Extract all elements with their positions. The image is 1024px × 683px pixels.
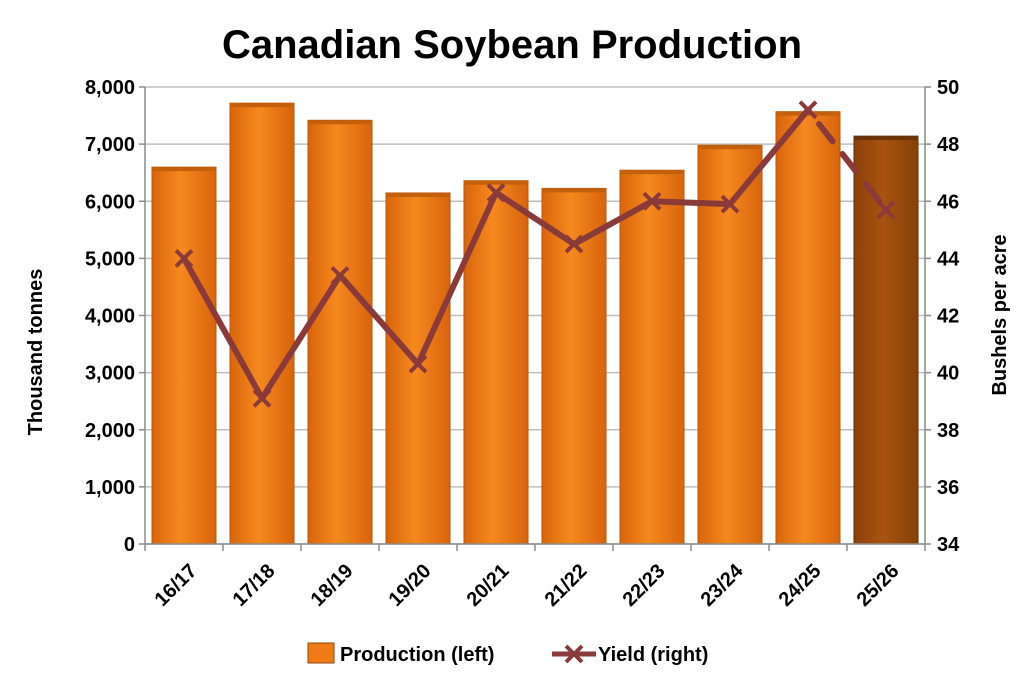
legend-label-yield: Yield (right) (598, 644, 708, 666)
yield-marker (252, 388, 272, 408)
yield-marker (564, 234, 584, 254)
left-axis-label: Thousand tonnes (25, 269, 47, 436)
production-bar-cap (386, 192, 450, 197)
yield-marker (486, 183, 506, 203)
production-bar-cap (230, 103, 294, 108)
production-bar (385, 192, 451, 545)
left-tick-label: 3,000 (85, 363, 135, 385)
right-tick-label: 44 (937, 248, 960, 270)
chart-title: Canadian Soybean Production (222, 23, 802, 67)
right-axis-label: Bushels per acre (989, 234, 1011, 395)
right-tick-label: 46 (937, 191, 959, 213)
left-axis-ticks: 0 1,000 2,000 3,000 4,000 5,000 6,000 7,000 8,00… (85, 77, 145, 556)
production-bar-cap (464, 180, 528, 185)
left-tick-label: 0 (124, 534, 135, 556)
production-bar-cap (542, 188, 606, 193)
right-axis-ticks: 34 36 38 40 42 44 46 48 50 (925, 77, 960, 556)
yield-marker (174, 248, 194, 268)
right-tick-label: 48 (937, 134, 959, 156)
production-bar-cap (620, 170, 684, 175)
production-bar (619, 169, 685, 545)
production-bar-cap (698, 145, 762, 150)
legend-label-production: Production (left) (340, 644, 494, 666)
yield-marker (408, 354, 428, 374)
bars (151, 102, 919, 545)
left-tick-label: 6,000 (85, 191, 135, 213)
production-bar-cap (308, 120, 372, 125)
right-tick-label: 36 (937, 477, 959, 499)
production-bar-cap (854, 136, 918, 141)
right-tick-label: 38 (937, 420, 959, 442)
x-tick-label: 19/20 (385, 560, 436, 611)
x-axis-ticks: 16/17 17/18 18/19 19/20 20/21 21/22 22/23 23/24… (144, 544, 926, 611)
yield-marker (642, 191, 662, 211)
x-tick-label: 20/21 (463, 560, 514, 611)
production-bar (775, 111, 841, 545)
production-bar (229, 102, 295, 545)
left-tick-label: 7,000 (85, 134, 135, 156)
yield-line (174, 100, 896, 408)
legend: Production (left) Yield (right) (307, 642, 708, 666)
x-tick-label: 24/25 (775, 560, 826, 611)
right-tick-label: 42 (937, 306, 959, 328)
yield-line-dashed (805, 106, 889, 213)
x-tick-label: 17/18 (229, 560, 280, 611)
x-tick-label: 18/19 (307, 560, 358, 611)
left-tick-label: 1,000 (85, 477, 135, 499)
production-bar-cap (152, 167, 216, 172)
legend-marker-yield (564, 644, 584, 664)
left-tick-label: 2,000 (85, 420, 135, 442)
left-tick-label: 8,000 (85, 77, 135, 99)
right-tick-label: 40 (937, 363, 959, 385)
yield-marker (330, 266, 350, 285)
x-tick-label: 25/26 (853, 560, 904, 611)
production-bar (151, 166, 217, 545)
x-tick-label: 23/24 (697, 559, 749, 611)
x-tick-label: 22/23 (619, 560, 670, 611)
production-bar (307, 119, 373, 545)
production-bar (853, 135, 919, 545)
right-tick-label: 34 (937, 534, 960, 556)
legend-swatch-production (307, 642, 335, 664)
left-tick-label: 4,000 (85, 306, 135, 328)
yield-marker (720, 194, 740, 214)
x-tick-label: 16/17 (151, 560, 202, 611)
yield-marker (876, 200, 896, 220)
x-tick-label: 21/22 (541, 560, 592, 611)
left-tick-label: 5,000 (85, 248, 135, 270)
yield-marker (798, 100, 818, 120)
right-tick-label: 50 (937, 77, 959, 99)
